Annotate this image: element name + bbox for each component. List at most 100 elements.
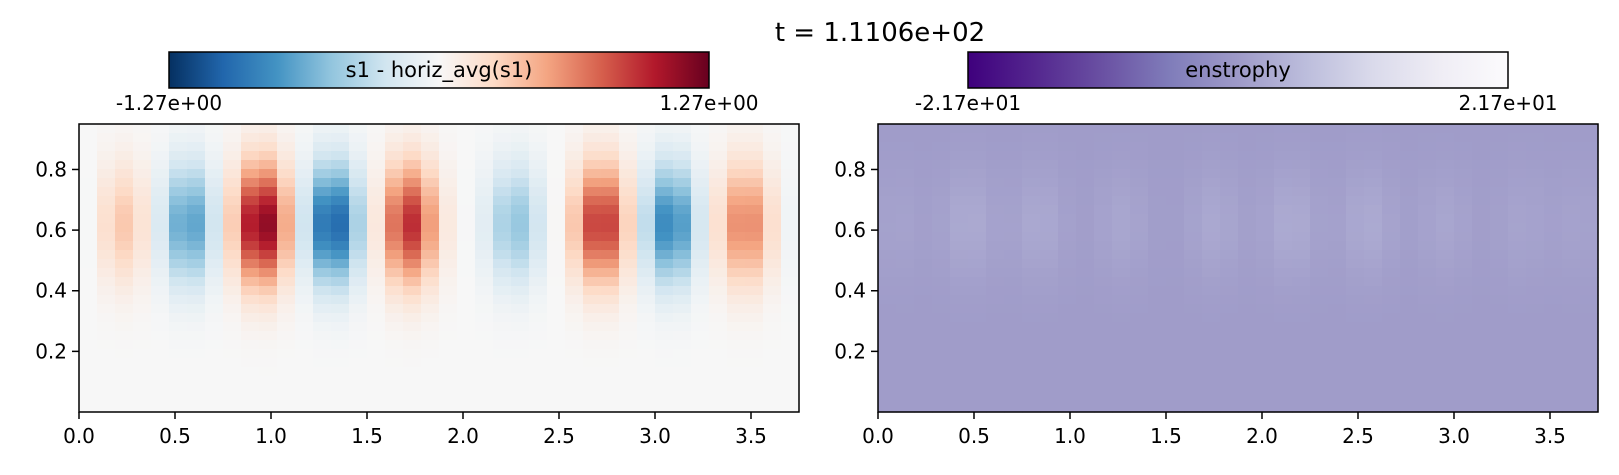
- heatmap-cell: [277, 331, 296, 341]
- x-tick-label: 0.0: [862, 424, 894, 448]
- heatmap-cell: [367, 376, 386, 386]
- heatmap-cell: [331, 376, 350, 386]
- heatmap-cell: [691, 142, 710, 152]
- heatmap-cell: [1544, 160, 1563, 170]
- heatmap-cell: [295, 241, 314, 251]
- heatmap-cell: [421, 250, 440, 260]
- heatmap-cell: [968, 331, 987, 341]
- heatmap-cell: [968, 124, 987, 134]
- heatmap-cell: [1454, 340, 1473, 350]
- heatmap-cell: [1004, 385, 1023, 395]
- heatmap-cell: [1562, 313, 1581, 323]
- heatmap-cell: [295, 331, 314, 341]
- heatmap-cell: [1544, 394, 1563, 404]
- heatmap-cell: [655, 340, 674, 350]
- heatmap-cell: [1112, 322, 1131, 332]
- heatmap-cell: [331, 142, 350, 152]
- heatmap-cell: [475, 151, 494, 161]
- heatmap-cell: [313, 151, 332, 161]
- heatmap-cell: [115, 142, 134, 152]
- heatmap-cell: [1112, 403, 1131, 413]
- heatmap-cell: [583, 259, 602, 269]
- heatmap-cell: [1202, 232, 1221, 242]
- heatmap-cell: [1580, 250, 1599, 260]
- heatmap-cell: [1436, 394, 1455, 404]
- heatmap-cell: [457, 295, 476, 305]
- heatmap-cell: [1022, 358, 1041, 368]
- heatmap-cell: [601, 403, 620, 413]
- heatmap-cell: [745, 160, 764, 170]
- heatmap-cell: [1220, 232, 1239, 242]
- heatmap-cell: [223, 277, 242, 287]
- heatmap-cell: [1292, 133, 1311, 143]
- heatmap-cell: [313, 349, 332, 359]
- heatmap-cell: [79, 223, 98, 233]
- heatmap-cell: [133, 286, 152, 296]
- heatmap-cell: [313, 358, 332, 368]
- heatmap-cell: [115, 358, 134, 368]
- heatmap-cell: [277, 124, 296, 134]
- heatmap-cell: [1022, 403, 1041, 413]
- heatmap-cell: [1562, 376, 1581, 386]
- heatmap-cell: [601, 142, 620, 152]
- heatmap-cell: [115, 304, 134, 314]
- heatmap-cell: [277, 268, 296, 278]
- heatmap-cell: [1472, 268, 1491, 278]
- heatmap-cell: [1022, 241, 1041, 251]
- heatmap-cell: [1364, 295, 1383, 305]
- heatmap-cell: [511, 187, 530, 197]
- heatmap-cell: [529, 340, 548, 350]
- heatmap-cell: [475, 322, 494, 332]
- heatmap-cell: [259, 250, 278, 260]
- heatmap-cell: [1472, 241, 1491, 251]
- heatmap-cell: [691, 394, 710, 404]
- heatmap-cell: [1256, 160, 1275, 170]
- heatmap-cell: [1454, 313, 1473, 323]
- heatmap-cell: [583, 178, 602, 188]
- heatmap-cell: [1094, 178, 1113, 188]
- heatmap-cell: [637, 340, 656, 350]
- heatmap-cell: [1400, 133, 1419, 143]
- heatmap-cell: [1562, 205, 1581, 215]
- heatmap-cell: [709, 205, 728, 215]
- heatmap-cell: [1526, 160, 1545, 170]
- heatmap-cell: [950, 304, 969, 314]
- heatmap-cell: [79, 358, 98, 368]
- heatmap-cell: [601, 286, 620, 296]
- heatmap-cell: [1184, 214, 1203, 224]
- heatmap-cell: [601, 331, 620, 341]
- heatmap-cell: [1274, 385, 1293, 395]
- heatmap-cell: [169, 151, 188, 161]
- heatmap-cell: [241, 295, 260, 305]
- heatmap-cell: [1454, 223, 1473, 233]
- heatmap-cell: [1346, 187, 1365, 197]
- heatmap-cell: [727, 142, 746, 152]
- heatmap-cell: [439, 250, 458, 260]
- heatmap-cell: [187, 358, 206, 368]
- heatmap-cell: [1436, 331, 1455, 341]
- heatmap-cell: [1292, 367, 1311, 377]
- heatmap-cell: [331, 394, 350, 404]
- heatmap-cell: [673, 214, 692, 224]
- heatmap-cell: [187, 376, 206, 386]
- heatmap-cell: [1418, 340, 1437, 350]
- heatmap-cell: [1094, 277, 1113, 287]
- heatmap-cell: [1310, 259, 1329, 269]
- heatmap-cell: [133, 259, 152, 269]
- heatmap-cell: [986, 331, 1005, 341]
- heatmap-cell: [439, 160, 458, 170]
- x-tick-label: 3.0: [1438, 424, 1470, 448]
- heatmap-cell: [367, 403, 386, 413]
- heatmap-cell: [896, 403, 915, 413]
- heatmap-cell: [79, 385, 98, 395]
- heatmap-cell: [1490, 340, 1509, 350]
- heatmap-cell: [655, 151, 674, 161]
- heatmap-cell: [1526, 385, 1545, 395]
- heatmap-cell: [1148, 385, 1167, 395]
- heatmap-cell: [205, 358, 224, 368]
- heatmap-cell: [1022, 178, 1041, 188]
- heatmap-cell: [475, 124, 494, 134]
- heatmap-cell: [1436, 367, 1455, 377]
- heatmap-cell: [1112, 241, 1131, 251]
- heatmap-cell: [1148, 124, 1167, 134]
